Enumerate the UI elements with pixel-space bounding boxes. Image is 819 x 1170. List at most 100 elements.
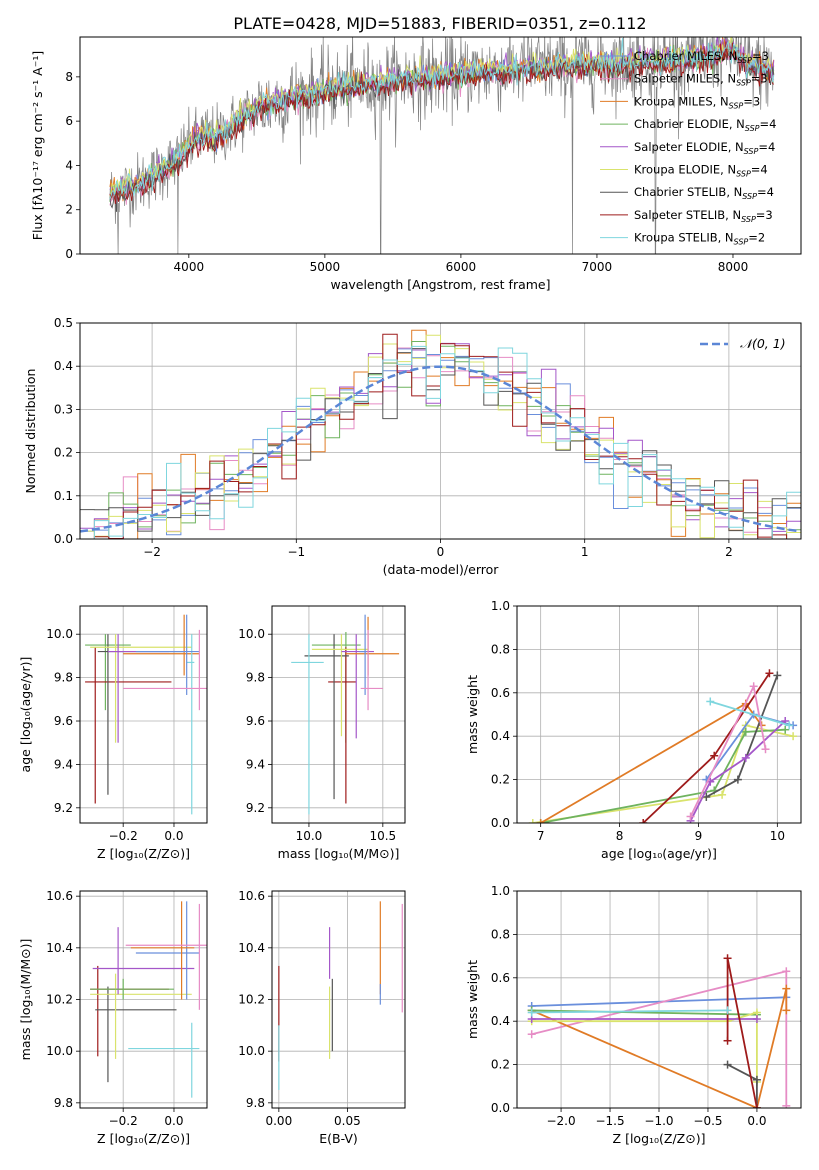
- legend-label: Salpeter ELODIE, NSSP=4: [634, 140, 775, 156]
- weight-vs-metallicity-panel: −2.0 −1.5 −1.0 −0.5 0.0 0.0 0.2 0.4 0.6 0.8 1.0 Z […: [465, 884, 802, 1146]
- x-tick-label: −1: [287, 545, 305, 559]
- x-tick-label: −2: [143, 545, 161, 559]
- x-tick-label: 10: [770, 829, 785, 843]
- x-tick-label: −0.5: [693, 1114, 722, 1128]
- x-tick-label: 0.0: [164, 1114, 183, 1128]
- legend-label: Kroupa MILES, NSSP=3: [634, 94, 760, 110]
- plot-area: [278, 901, 403, 1090]
- y-tick-label: 0.1: [54, 489, 73, 503]
- y-tick-label: 0.3: [54, 402, 73, 416]
- age-vs-metallicity-panel: −0.2 0.0 9.2 9.4 9.6 9.8 10.0 Z [log₁₀(Z/Z⊙)] ag…: [18, 605, 208, 861]
- y-tick-label: 9.6: [54, 714, 73, 728]
- x-axis-label: (data-model)/error: [383, 562, 500, 577]
- x-tick-label: 0.05: [334, 1114, 361, 1128]
- y-tick-label: 0.2: [491, 1058, 510, 1072]
- y-tick-label: 1.0: [491, 884, 510, 898]
- weight-vs-age-panel: 7 8 9 10 0.0 0.2 0.4 0.6 0.8 1.0 age [log₁₀(age/yr…: [465, 599, 802, 861]
- axes-frame: [516, 605, 802, 824]
- weight-line-kroupa_stelib: [531, 1009, 728, 1014]
- weight-line-chabrier_elodie: [540, 728, 786, 823]
- y-tick-label: 6: [65, 114, 73, 128]
- x-tick-label: 0.0: [164, 829, 183, 843]
- x-tick-label: 0.00: [265, 1114, 292, 1128]
- x-axis-label: Z [log₁₀(Z/Z⊙)]: [613, 1131, 706, 1146]
- mass-vs-metallicity-panel: −0.2 0.0 9.8 10.0 10.2 10.4 10.6 Z [log₁₀(Z/Z⊙)…: [18, 889, 208, 1146]
- y-tick-label: 0.6: [491, 971, 510, 985]
- histogram-step-kroupa_stelib: [80, 345, 801, 539]
- x-tick-label: 0.0: [747, 1114, 766, 1128]
- x-tick-label: 4000: [174, 260, 205, 274]
- legend-label: Salpeter STELIB, NSSP=3: [634, 208, 773, 224]
- x-tick-label: 9: [695, 829, 703, 843]
- x-axis-label: E(B-V): [319, 1131, 358, 1146]
- y-tick-label: 0.5: [54, 316, 73, 330]
- y-tick-label: 0.2: [54, 446, 73, 460]
- x-axis-label: wavelength [Angstrom, rest frame]: [330, 277, 550, 292]
- y-tick-label: 4: [65, 158, 73, 172]
- y-tick-label: 0.0: [491, 1101, 510, 1115]
- x-tick-label: 6000: [446, 260, 477, 274]
- y-tick-label: 9.4: [246, 757, 265, 771]
- y-axis-label: Normed distribution: [23, 369, 38, 494]
- figure-title: PLATE=0428, MJD=51883, FIBERID=0351, z=0…: [233, 14, 646, 33]
- y-tick-label: 2: [65, 203, 73, 217]
- x-tick-label: 10.0: [296, 829, 323, 843]
- y-tick-label: 10.0: [46, 627, 73, 641]
- x-tick-label: −0.2: [109, 829, 138, 843]
- y-tick-label: 10.6: [46, 889, 73, 903]
- legend-label: Kroupa ELODIE, NSSP=4: [634, 163, 768, 179]
- mass-vs-ebv-panel: 0.00 0.05 9.8 10.0 10.2 10.4 10.6 E(B-V): [238, 889, 406, 1146]
- x-tick-label: −0.2: [109, 1114, 138, 1128]
- weight-line-chabrier_elodie: [531, 1009, 757, 1016]
- weight-line-chabrier_miles: [531, 996, 787, 1007]
- x-tick-label: 7000: [582, 260, 613, 274]
- x-axis-label: mass [log₁₀(M/M⊙)]: [278, 846, 400, 861]
- y-axis-label: Flux [fλ10⁻¹⁷ erg cm⁻² s⁻¹ A⁻¹]: [30, 51, 45, 240]
- y-axis-label: mass weight: [465, 675, 480, 754]
- plot-area: [528, 669, 798, 823]
- y-tick-label: 0.0: [491, 816, 510, 830]
- y-tick-label: 0.6: [491, 686, 510, 700]
- x-tick-label: 0: [437, 545, 445, 559]
- legend-label: Chabrier ELODIE, NSSP=4: [634, 117, 776, 133]
- y-tick-label: 1.0: [491, 599, 510, 613]
- y-tick-label: 9.2: [54, 801, 73, 815]
- x-tick-label: −1.0: [644, 1114, 673, 1128]
- y-tick-label: 9.8: [54, 671, 73, 685]
- axes-frame: [271, 605, 406, 824]
- weight-line-kroupa_elodie: [532, 724, 794, 823]
- axes-frame: [79, 605, 208, 824]
- x-tick-label: 8000: [718, 260, 749, 274]
- y-tick-label: 10.2: [46, 993, 73, 1007]
- y-tick-label: 9.8: [54, 1096, 73, 1110]
- y-tick-label: 10.4: [238, 941, 265, 955]
- plot-area: [109, 37, 775, 254]
- age-vs-mass-panel: 10.0 10.5 9.2 9.4 9.6 9.8 10.0 mass [log₁₀(M/M⊙…: [238, 605, 406, 861]
- y-tick-label: 10.0: [238, 627, 265, 641]
- model-spectrum-line-kroupa_stelib: [109, 37, 775, 200]
- y-tick-label: 0.4: [491, 1014, 510, 1028]
- plot-area: [90, 901, 207, 1098]
- y-tick-label: 0.4: [54, 359, 73, 373]
- weight-line-kroupa_elodie: [531, 1011, 758, 1082]
- plot-area: [527, 954, 791, 1108]
- spectrum-panel: 4000 5000 6000 7000 8000 0 2 4 6 8 wavelength [Ang…: [30, 36, 802, 292]
- y-tick-label: 0.8: [491, 927, 510, 941]
- plot-area: [291, 614, 400, 815]
- x-tick-label: 10.5: [369, 829, 396, 843]
- x-tick-label: 7: [537, 829, 545, 843]
- plot-area: [80, 329, 801, 539]
- x-axis-label: age [log₁₀(age/yr)]: [601, 846, 717, 861]
- y-tick-label: 0.4: [491, 729, 510, 743]
- x-tick-label: 5000: [310, 260, 341, 274]
- y-tick-label: 9.8: [246, 671, 265, 685]
- y-tick-label: 0.0: [54, 532, 73, 546]
- weight-line-kroupa_miles: [531, 988, 788, 1108]
- x-tick-label: −2.0: [546, 1114, 575, 1128]
- y-tick-label: 9.8: [246, 1096, 265, 1110]
- y-tick-label: 9.6: [246, 714, 265, 728]
- model-spectrum-line-salpeter_stelib: [109, 41, 775, 204]
- x-axis-label: Z [log₁₀(Z/Z⊙)]: [97, 846, 190, 861]
- x-tick-label: 2: [725, 545, 733, 559]
